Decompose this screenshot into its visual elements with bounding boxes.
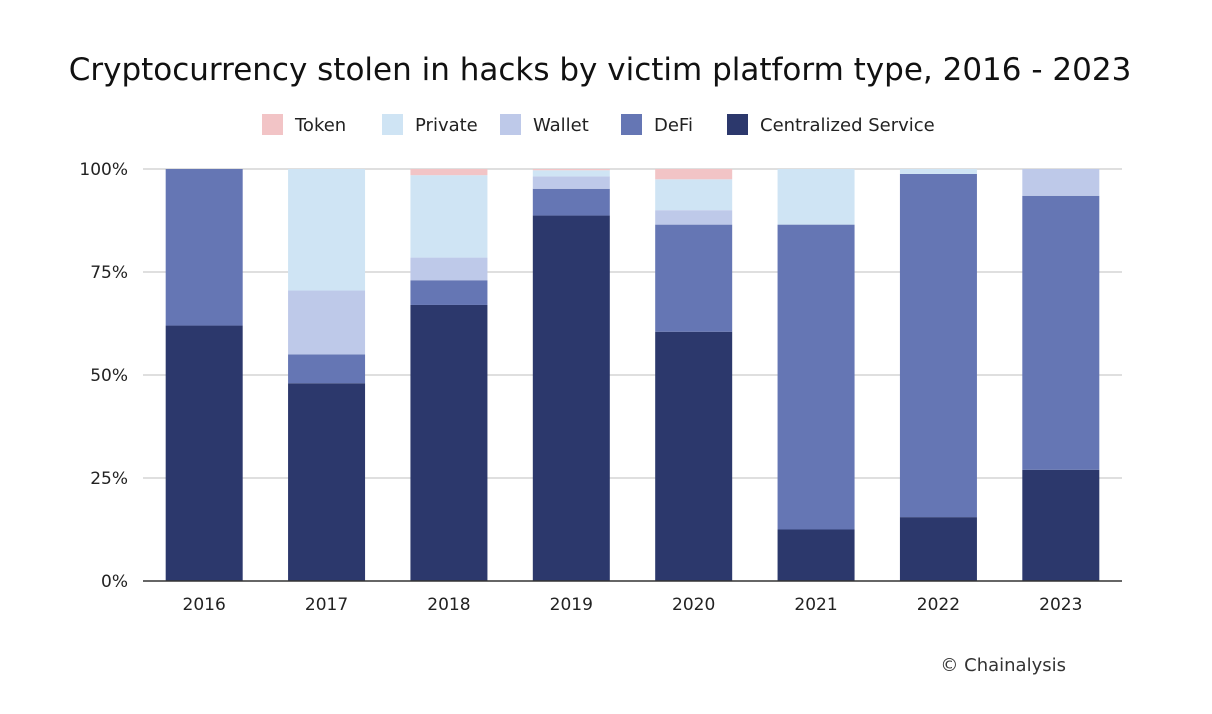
legend-label: Wallet [533,115,589,136]
bar-segment-token [410,169,488,176]
bar-segment-defi [777,224,855,530]
bar-segment-centralized-service [777,529,855,581]
y-tick-label: 50% [90,366,128,386]
bar-segment-token [655,169,733,180]
x-tick-label: 2023 [1039,595,1082,615]
bar-segment-centralized-service [165,325,243,581]
bar-segment-defi [655,224,733,332]
bar-segment-defi [899,173,977,518]
legend-label: Centralized Service [760,115,935,136]
x-tick-label: 2022 [917,595,960,615]
bar-segment-centralized-service [532,215,610,581]
y-tick-label: 25% [90,469,128,489]
bar-segment-wallet [655,210,733,225]
bar-segment-wallet [410,257,488,281]
x-tick-label: 2020 [672,595,715,615]
bar-segment-centralized-service [1022,469,1100,581]
bar-segment-token [532,169,610,171]
x-tick-label: 2016 [183,595,226,615]
legend-swatch [262,114,283,135]
chart-title: Cryptocurrency stolen in hacks by victim… [69,52,1132,88]
bar-segment-defi [1022,195,1100,470]
source-credit: © Chainalysis [940,655,1066,676]
bar-segment-defi [165,169,243,326]
bar-segment-private [410,175,488,258]
legend: Token Private Wallet DeFi Centralized Servic… [262,114,935,136]
legend-label: Private [415,115,478,136]
legend-swatch [727,114,748,135]
legend-swatch [500,114,521,135]
bar-segment-centralized-service [288,383,366,581]
legend-label: Token [294,115,346,136]
bar-segment-private [288,169,366,291]
y-tick-label: 0% [101,572,128,592]
y-tick-label: 100% [79,160,128,180]
x-tick-label: 2017 [305,595,348,615]
bar-segment-wallet [288,290,366,355]
bar-segment-centralized-service [655,331,733,581]
bar-segment-private [777,169,855,225]
bar-segment-wallet [532,176,610,189]
y-tick-label: 75% [90,263,128,283]
bar-segment-private [655,179,733,211]
bar-segment-private [899,169,977,174]
x-tick-label: 2019 [550,595,593,615]
legend-swatch [382,114,403,135]
x-tick-label: 2021 [794,595,837,615]
bar-segment-defi [532,188,610,216]
bar-segment-private [532,170,610,177]
bar-segment-defi [410,280,488,305]
legend-swatch [621,114,642,135]
bar-segment-centralized-service [899,517,977,581]
axes: 0% 25% 50% 75% 100% 2016 2017 2018 2019 2020 2021 2… [79,160,1122,615]
bar-segment-wallet [1022,169,1100,196]
bar-segment-centralized-service [410,304,488,581]
bars [165,169,1100,581]
bar-segment-defi [288,354,366,384]
x-tick-label: 2018 [427,595,470,615]
legend-label: DeFi [654,115,693,136]
